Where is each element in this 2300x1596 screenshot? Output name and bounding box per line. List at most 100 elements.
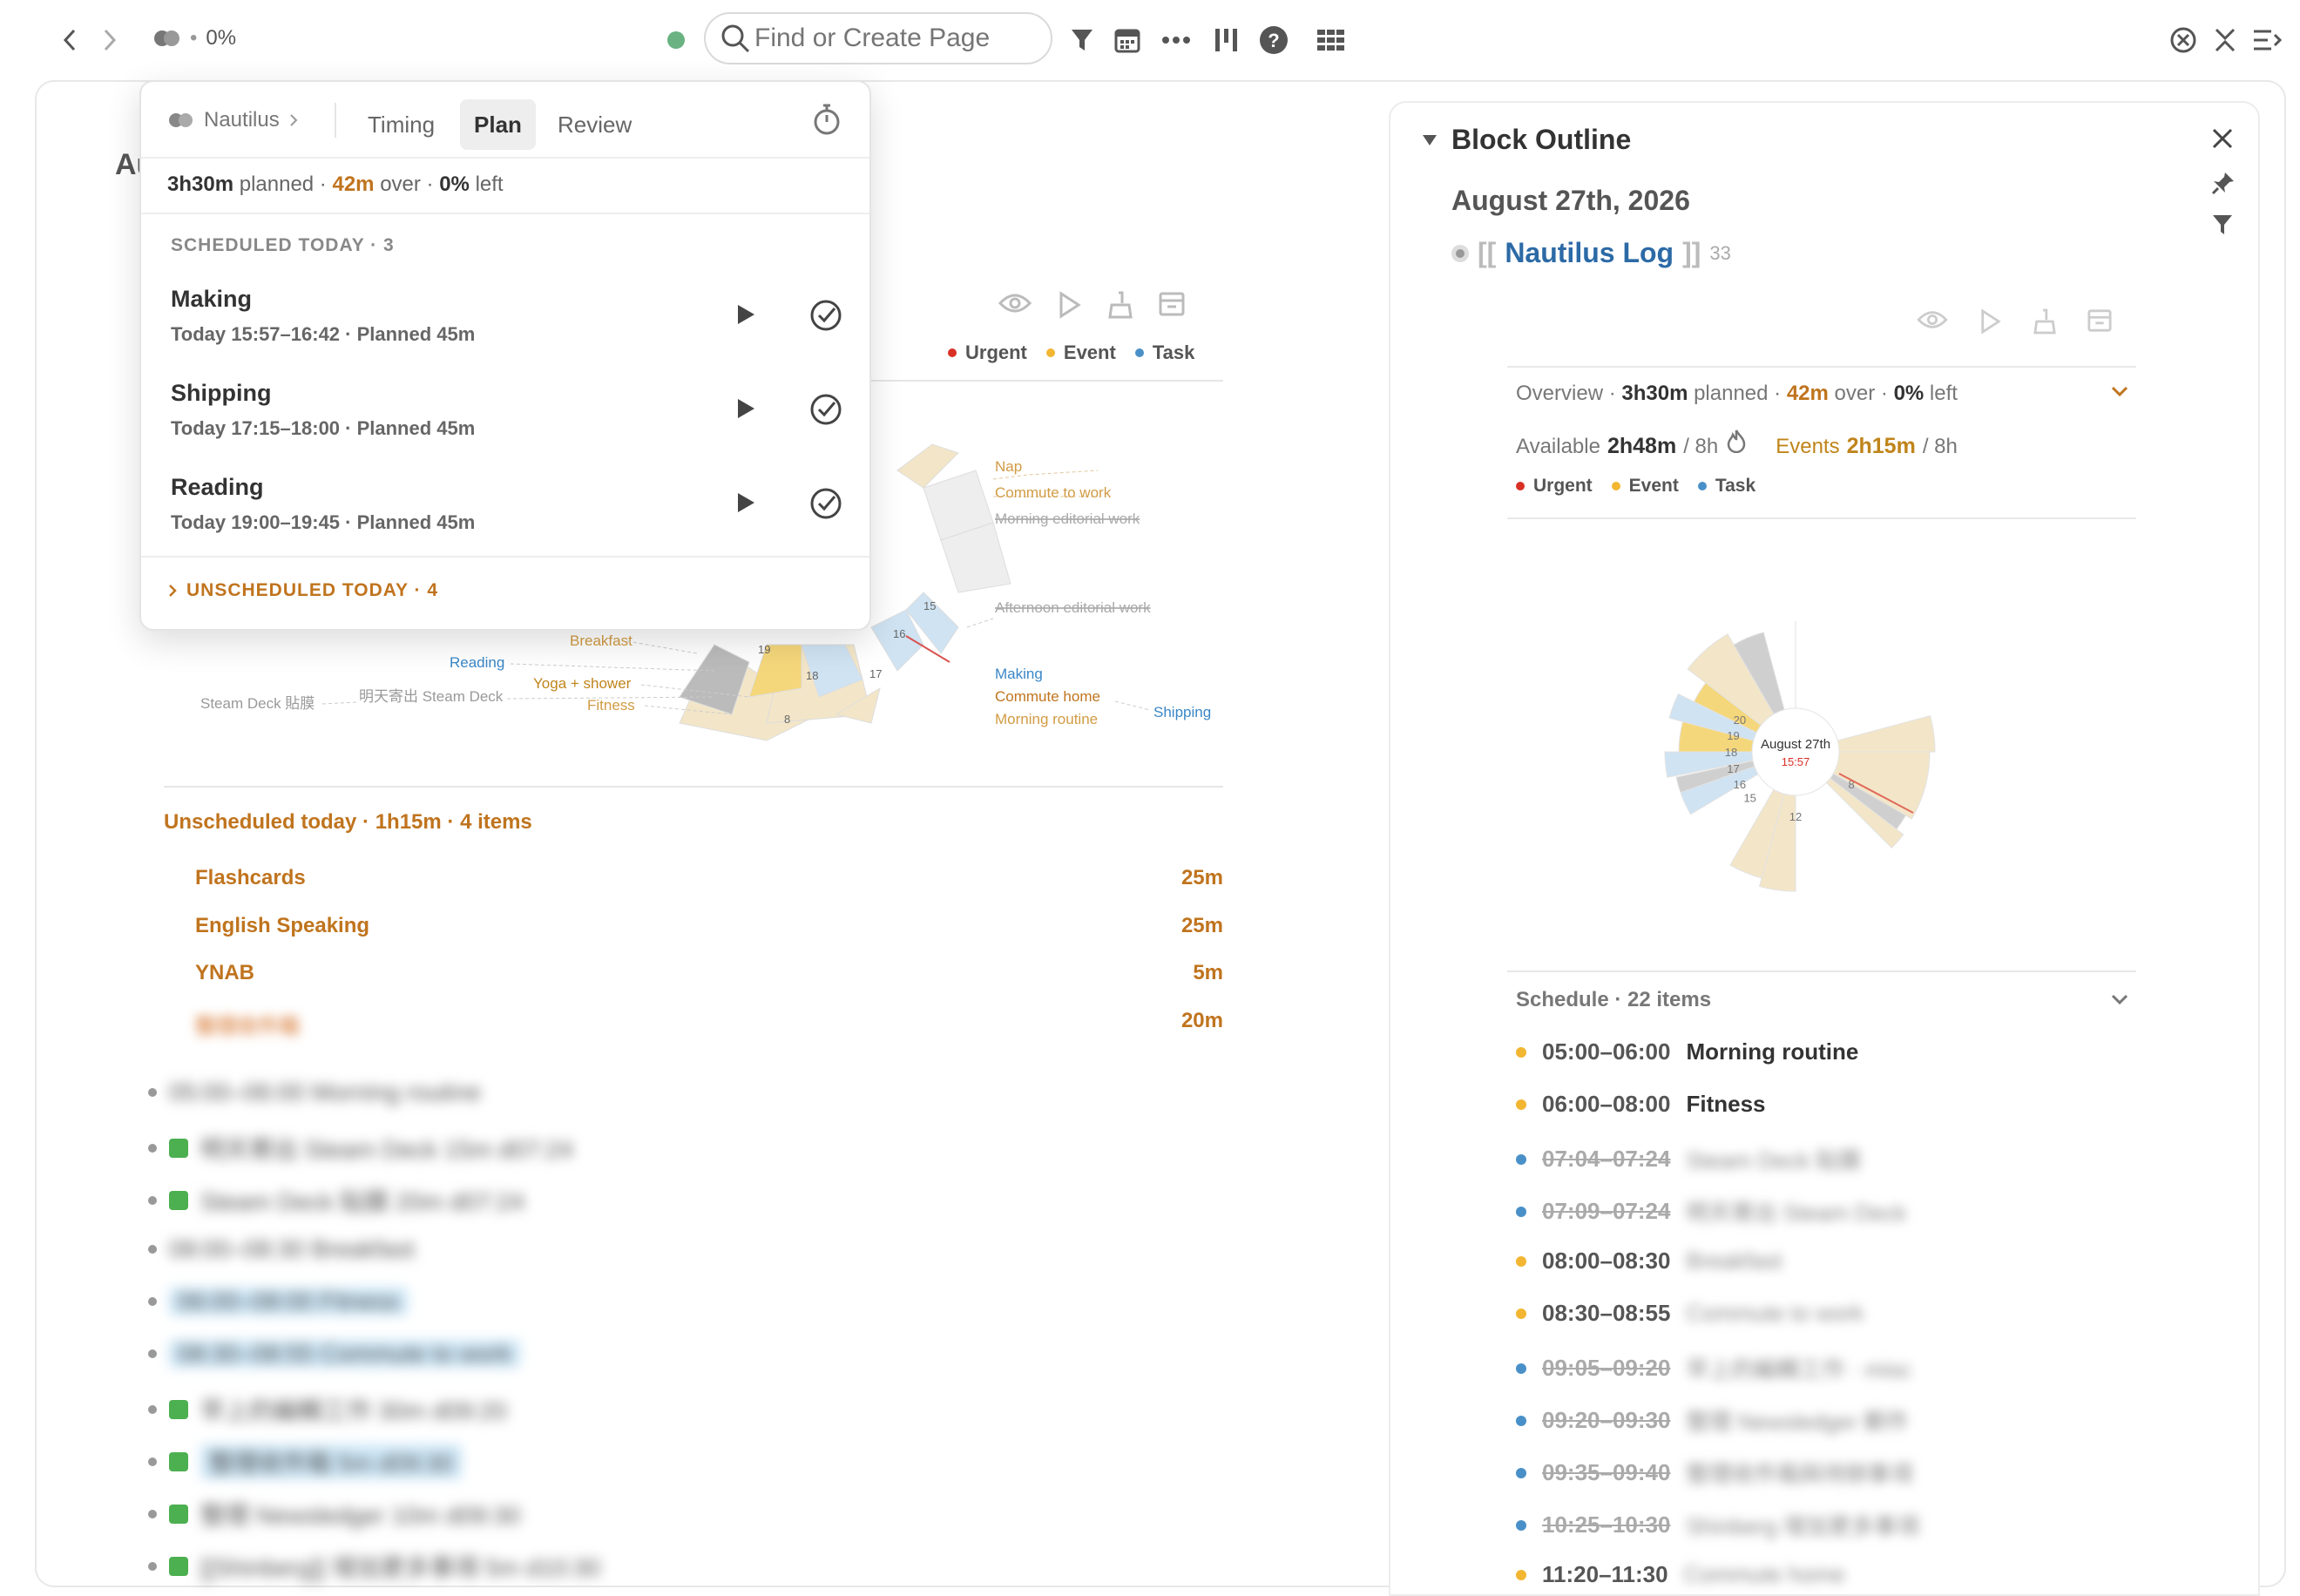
journal-block[interactable]: 明天寄出 Steam Deck 15m d07:24 [148,1131,932,1166]
scheduled-task-item[interactable]: Shipping Today 17:15–18:00 · Planned 45m [171,380,843,450]
task-meta: Today 19:00–19:45 · Planned 45m [171,511,476,533]
help-icon[interactable]: ? [1256,23,1291,57]
schedule-item[interactable]: 05:00–06:00 Morning routine [1516,1038,1858,1065]
sidebar-page-ref[interactable]: [[Nautilus Log]] 33 [1451,237,1731,269]
tab-plan[interactable]: Plan [460,99,536,150]
journal-block[interactable]: 整理收件箱 5m d09:30 [148,1444,932,1479]
tab-timing[interactable]: Timing [368,111,436,138]
journal-block[interactable]: 05:00–06:00 Morning routine [148,1079,932,1106]
eye-icon[interactable] [998,291,1032,326]
schedule-item[interactable]: 09:20–09:30 整理 Newsledger 郵件 [1516,1404,1909,1437]
filter-icon[interactable] [2211,213,2234,241]
checkbox-done-icon[interactable] [169,1505,188,1524]
chevron-down-icon[interactable] [2110,993,2129,1010]
complete-check-icon[interactable] [808,486,843,525]
play-icon[interactable] [735,491,756,518]
search-input[interactable] [754,24,1033,53]
schedule-item[interactable]: 06:00–08:00 Fitness [1516,1091,1766,1118]
stopwatch-icon[interactable] [812,103,842,140]
unscheduled-header[interactable]: Unscheduled today · 1h15m · 4 items [164,810,532,834]
journal-clock-chart: 15 19 18 17 16 8 Nap Commute to work Mor… [200,443,1211,741]
schedule-header[interactable]: Schedule · 22 items [1516,988,1712,1011]
schedule-item[interactable]: 07:04–07:24 Steam Deck 貼膜 [1516,1143,1861,1175]
journal-block[interactable]: Steam Deck 貼膜 20m d07:24 [148,1183,932,1218]
unscheduled-today-toggle[interactable]: UNSCHEDULED TODAY · 4 [167,580,438,601]
right-sidebar-toggle-icon[interactable] [2248,23,2286,57]
checkbox-done-icon[interactable] [169,1139,188,1158]
task-dot [1516,1467,1526,1478]
unscheduled-item[interactable]: 整理收件箱 20m [195,1009,1223,1039]
scheduled-task-item[interactable]: Reading Today 19:00–19:45 · Planned 45m [171,474,843,544]
close-icon[interactable] [2211,127,2234,154]
sidebar-page-date[interactable]: August 27th, 2026 [1451,185,1690,216]
unscheduled-item[interactable]: YNAB 5m [195,961,1223,985]
bullet[interactable] [1451,244,1469,262]
archive-icon[interactable] [1159,291,1185,326]
unscheduled-item-duration: 25m [1180,866,1223,889]
journal-block[interactable]: 06:00–08:00 Fitness [148,1288,932,1315]
block-outline-header[interactable]: Block Outline [1422,124,1631,156]
pin-icon[interactable] [2211,171,2236,200]
grid-icon[interactable] [1314,23,1349,57]
search-box[interactable] [704,12,1052,64]
caret-down-icon[interactable] [1422,134,1438,146]
checkbox-done-icon[interactable] [169,1557,188,1576]
journal-block[interactable]: 08:30–08:55 Commute to work [148,1340,932,1368]
broom-icon[interactable] [1108,291,1133,326]
play-icon[interactable] [735,303,756,330]
popover-breadcrumb[interactable]: Nautilus [167,108,299,132]
page-link[interactable]: Nautilus Log [1505,237,1674,268]
play-icon[interactable] [1058,291,1082,326]
schedule-item[interactable]: 10:25–10:30 Shinberg 增加更多事項 [1516,1509,1919,1541]
chevron-down-icon[interactable] [2110,385,2129,402]
journal-block[interactable]: 早上的編輯工作 30m d09:20 [148,1392,932,1427]
play-icon[interactable] [735,397,756,424]
bullet [148,1088,157,1097]
bullet [148,1405,157,1414]
checkbox-done-icon[interactable] [169,1191,188,1210]
complete-check-icon[interactable] [808,392,843,431]
broom-icon[interactable] [2033,308,2056,342]
close-circle-icon[interactable] [2166,23,2201,57]
schedule-item[interactable]: 11:20–11:30 Commute home [1516,1561,1845,1588]
schedule-item[interactable]: 09:05–09:20 早上的編輯工作 · misc [1516,1352,1911,1384]
reference-count[interactable]: 33 [1709,241,1731,264]
filter-icon[interactable] [1065,23,1099,57]
popover-summary: 3h30m planned · 42m over · 0% left [167,172,504,196]
scheduled-task-item[interactable]: Making Today 15:57–16:42 · Planned 45m [171,286,843,355]
checkbox-done-icon[interactable] [169,1452,188,1471]
journal-block[interactable]: 整理 Newsledger 10m d09:30 [148,1497,932,1532]
calendar-icon[interactable] [1110,23,1145,57]
forward-arrow-icon[interactable] [94,23,125,57]
complete-check-icon[interactable] [808,298,843,337]
schedule-item[interactable]: 09:35–09:40 整理收件箱與待辦事項 [1516,1457,1912,1489]
task-name: Making [171,286,253,312]
schedule-item[interactable]: 07:09–07:24 明天寄出 Steam Deck [1516,1195,1906,1227]
tab-separator [335,103,336,138]
divider [164,786,1223,788]
unscheduled-item[interactable]: Flashcards 25m [195,866,1223,890]
back-arrow-icon[interactable] [54,23,85,57]
tab-review[interactable]: Review [558,111,632,138]
clock-center [1751,707,1840,796]
schedule-item[interactable]: 08:00–08:30 Breakfast [1516,1248,1782,1275]
schedule-item[interactable]: 08:30–08:55 Commute to work [1516,1300,1864,1327]
collapse-icon[interactable] [2208,23,2242,57]
clock-wedge [1837,714,1936,753]
svg-text:16: 16 [893,627,905,640]
scheduled-today-header: SCHEDULED TODAY · 3 [171,235,395,255]
play-icon[interactable] [1979,308,2002,342]
schedule-item-time: 05:00–06:00 [1542,1038,1671,1065]
sync-status-dot [667,31,685,49]
schedule-item-time: 09:05–09:20 [1542,1355,1671,1381]
schedule-item-time: 08:00–08:30 [1542,1248,1671,1274]
journal-block[interactable]: [[Shinberg]] 增加更多事項 5m d10:30 [148,1549,932,1584]
checkbox-done-icon[interactable] [169,1400,188,1419]
columns-icon[interactable] [1209,23,1244,57]
archive-icon[interactable] [2087,308,2112,342]
eye-icon[interactable] [1917,308,1948,342]
unscheduled-item[interactable]: English Speaking 25m [195,914,1223,938]
journal-block[interactable]: 08:00–08:30 Breakfast [148,1235,932,1263]
progress-indicator[interactable]: • 0% [153,26,236,51]
more-icon[interactable] [1159,23,1194,57]
